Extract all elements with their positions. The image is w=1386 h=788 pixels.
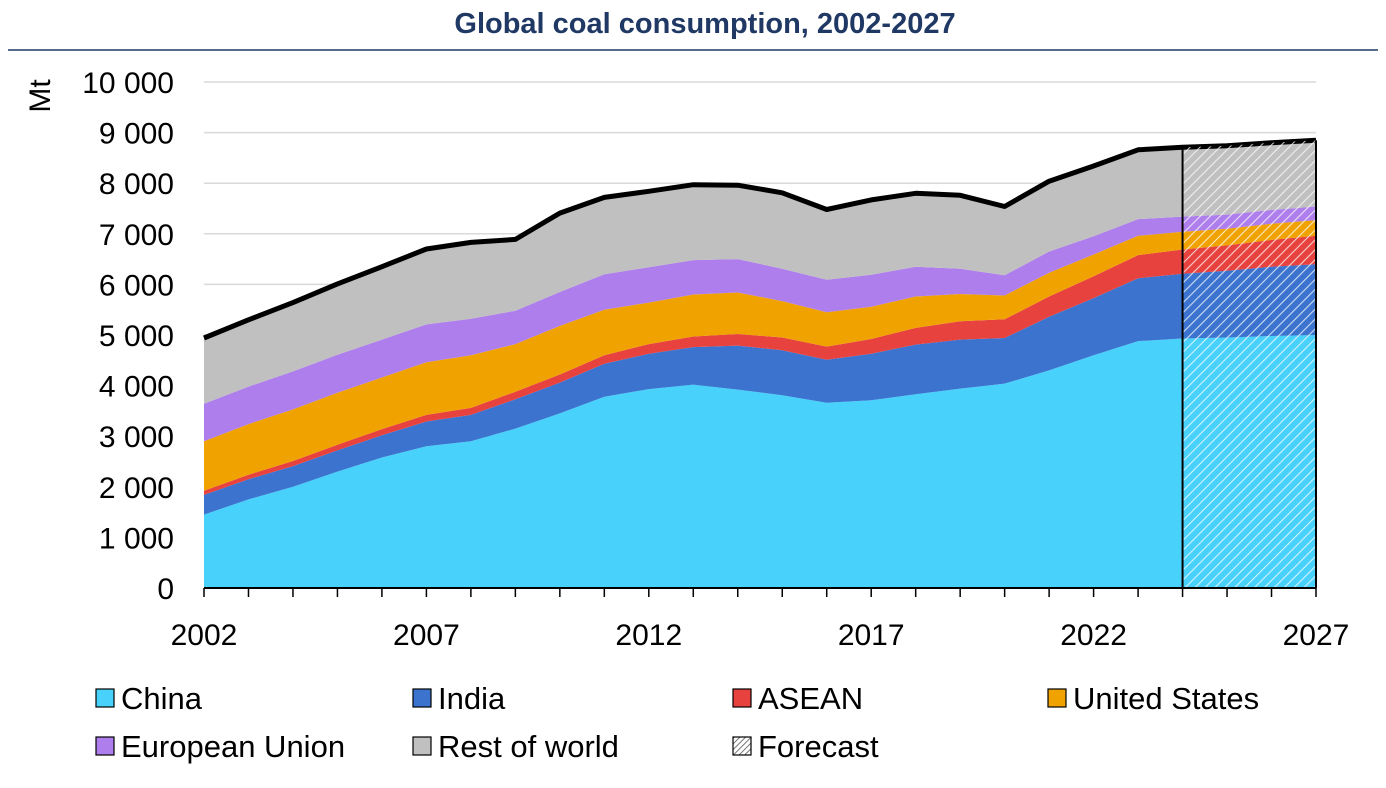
x-tick-label: 2017 bbox=[838, 619, 905, 652]
legend-label: United States bbox=[1073, 681, 1259, 716]
forecast-overlay bbox=[1181, 140, 1317, 588]
total-line bbox=[203, 137, 1317, 341]
area-united-states bbox=[204, 220, 1316, 491]
legend-swatch bbox=[95, 688, 115, 708]
legend: China India ASEAN United States European Uni… bbox=[95, 681, 1259, 764]
x-tick-label: 2027 bbox=[1283, 619, 1350, 652]
chart-title: Global coal consumption, 2002-2027 bbox=[454, 8, 955, 40]
y-tick-label: 1 000 bbox=[99, 522, 174, 555]
legend-swatch bbox=[412, 736, 432, 756]
legend-item-forecast: Forecast bbox=[732, 729, 879, 764]
legend-item-asean: ASEAN bbox=[732, 681, 863, 716]
legend-label: India bbox=[438, 681, 506, 716]
area-rest-of-world bbox=[204, 140, 1316, 404]
forecast-hatch bbox=[1182, 140, 1316, 588]
area-india bbox=[204, 264, 1316, 515]
legend-item-rest-of-world: Rest of world bbox=[412, 729, 619, 764]
legend-label: Forecast bbox=[758, 729, 879, 764]
legend-item-china: China bbox=[95, 681, 203, 716]
y-tick-label: 6 000 bbox=[99, 269, 174, 302]
y-tick-labels: 0 1 000 2 000 3 000 4 000 5 000 6 000 7 000 8 00… bbox=[82, 67, 174, 606]
legend-swatch bbox=[95, 736, 115, 756]
legend-swatch bbox=[732, 688, 752, 708]
axes bbox=[203, 587, 1317, 597]
x-tick-label: 2002 bbox=[171, 619, 238, 652]
legend-item-united-states: United States bbox=[1047, 681, 1259, 716]
y-tick-label: 4 000 bbox=[99, 371, 174, 404]
y-tick-label: 9 000 bbox=[99, 118, 174, 151]
stacked-areas bbox=[203, 137, 1317, 588]
area-china bbox=[204, 335, 1316, 588]
legend-swatch bbox=[412, 688, 432, 708]
y-tick-label: 5 000 bbox=[99, 320, 174, 353]
x-tick-label: 2007 bbox=[393, 619, 460, 652]
y-tick-label: 8 000 bbox=[99, 168, 174, 201]
legend-label: ASEAN bbox=[758, 681, 863, 716]
legend-swatch bbox=[732, 736, 752, 756]
y-tick-label: 10 000 bbox=[82, 67, 174, 100]
y-tick-label: 7 000 bbox=[99, 219, 174, 252]
legend-item-european-union: European Union bbox=[95, 729, 345, 764]
x-tick-label: 2022 bbox=[1060, 619, 1127, 652]
y-tick-label: 0 bbox=[157, 573, 174, 606]
legend-label: China bbox=[121, 681, 203, 716]
y-tick-label: 3 000 bbox=[99, 421, 174, 454]
x-tick-label: 2012 bbox=[615, 619, 682, 652]
legend-swatch bbox=[1047, 688, 1067, 708]
legend-label: Rest of world bbox=[438, 729, 619, 764]
x-tick-labels: 2002 2007 2012 2017 2022 2027 bbox=[171, 619, 1350, 652]
y-axis-label: Mt bbox=[24, 79, 57, 113]
legend-item-india: India bbox=[412, 681, 506, 716]
legend-label: European Union bbox=[121, 729, 345, 764]
area-european-union bbox=[204, 206, 1316, 442]
y-tick-label: 2 000 bbox=[99, 472, 174, 505]
